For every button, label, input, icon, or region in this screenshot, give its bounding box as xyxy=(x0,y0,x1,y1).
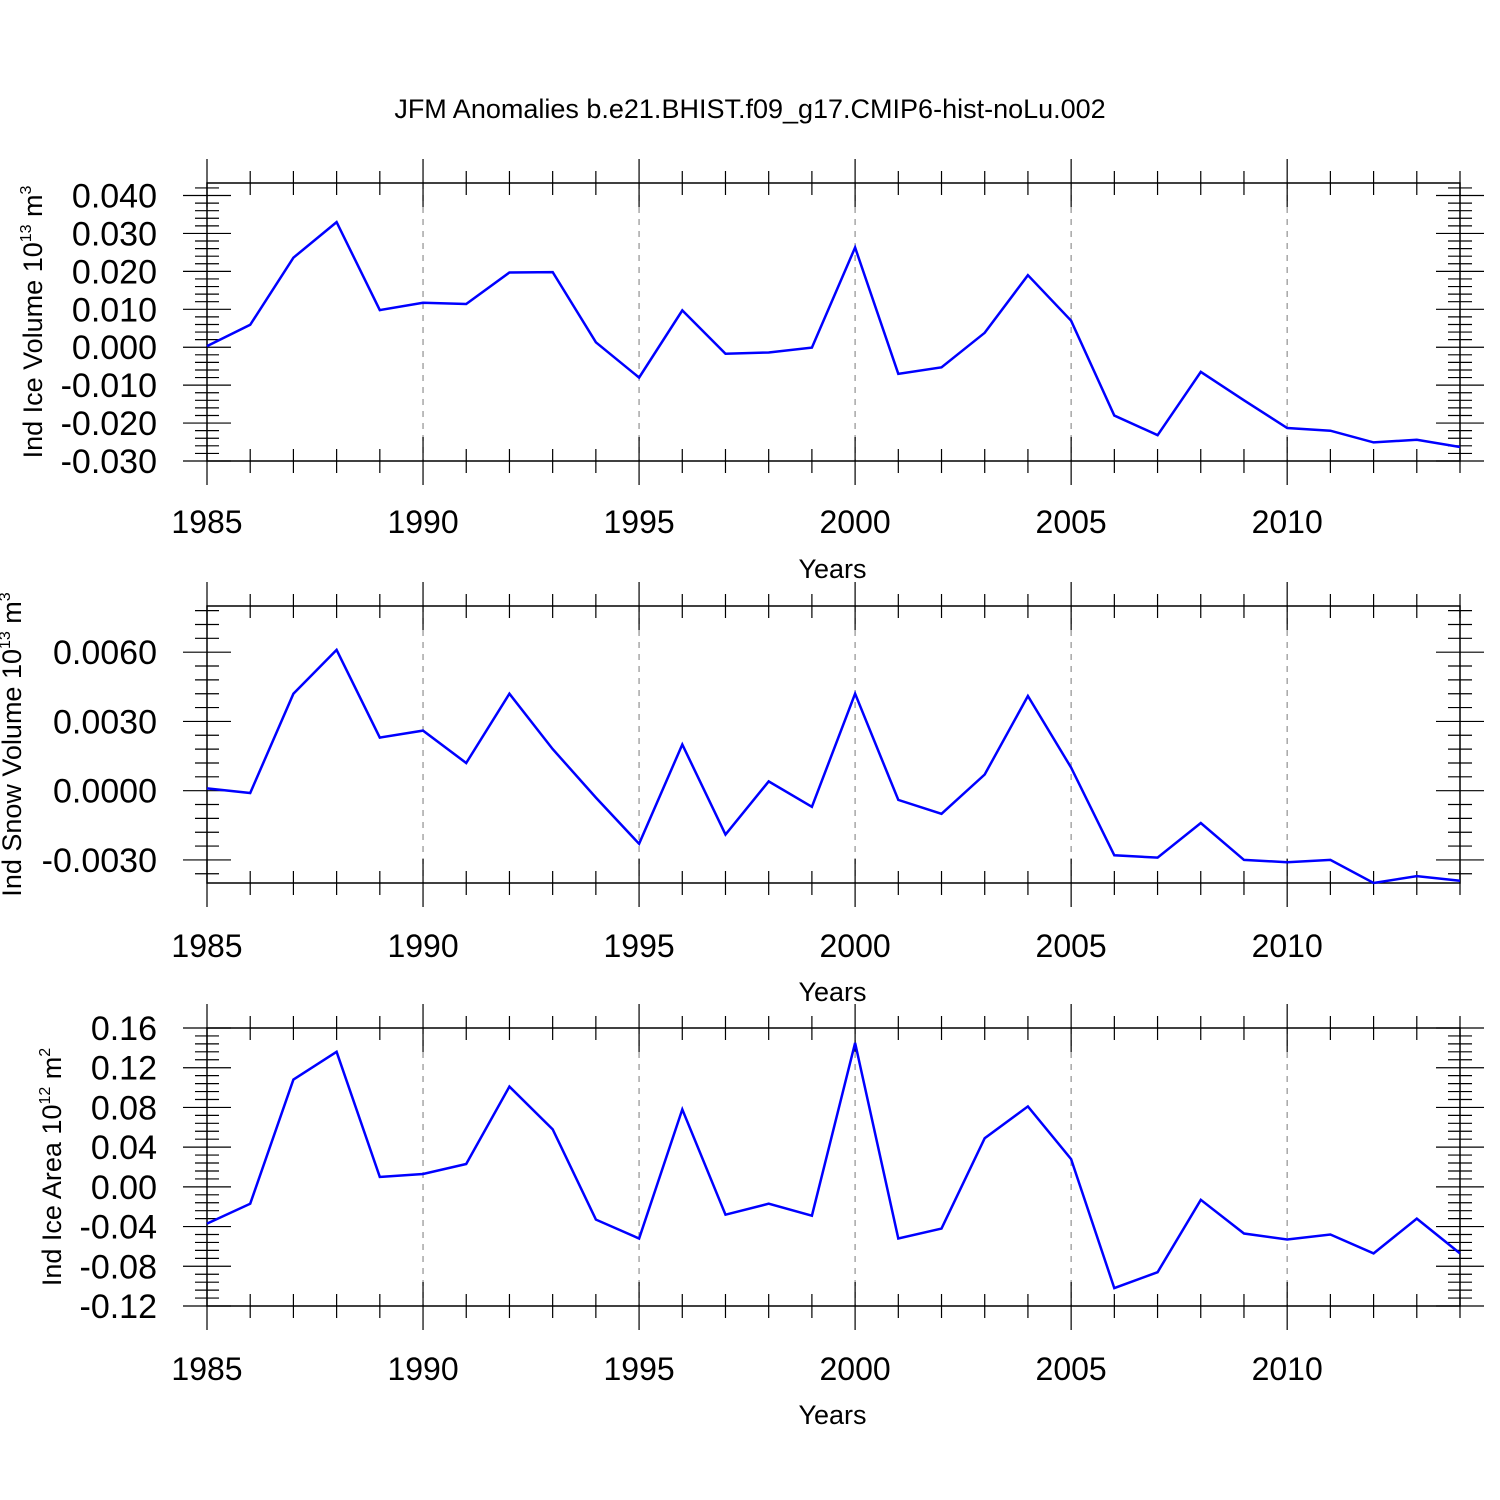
x-tick-label: 2000 xyxy=(820,1351,891,1387)
y-tick-label: 0.0000 xyxy=(53,773,157,811)
x-tick-label: 1995 xyxy=(603,1351,674,1387)
x-tick-label: 1985 xyxy=(171,928,242,964)
y-tick-label: -0.0030 xyxy=(42,842,157,880)
y-tick-label: 0.0060 xyxy=(53,634,157,672)
x-tick-label: 1995 xyxy=(603,504,674,540)
x-tick-label: 2000 xyxy=(820,504,891,540)
x-tick-label: 1990 xyxy=(387,504,458,540)
x-tick-label: 1985 xyxy=(171,504,242,540)
y-tick-label: -0.04 xyxy=(80,1209,158,1247)
x-axis-title: Years xyxy=(798,554,866,584)
x-tick-label: 2010 xyxy=(1252,504,1323,540)
x-axis-title: Years xyxy=(798,1400,866,1430)
plot-frame xyxy=(206,182,1461,462)
data-line xyxy=(206,647,1461,885)
x-tick-label: 2005 xyxy=(1036,928,1107,964)
y-tick-label: -0.010 xyxy=(61,367,157,405)
chart-panel-1: 0.0400.0300.0200.0100.000-0.010-0.020-0.… xyxy=(18,159,1484,584)
x-tick-label: 2005 xyxy=(1036,1351,1107,1387)
y-tick-label: -0.12 xyxy=(80,1288,158,1326)
y-tick-label: 0.0030 xyxy=(53,703,157,741)
figure-title: JFM Anomalies b.e21.BHIST.f09_g17.CMIP6-… xyxy=(394,94,1105,124)
plot-frame xyxy=(206,605,1461,884)
y-axis-title: Ind Ice Area 1012 m2 xyxy=(37,1048,67,1286)
y-axis-title: Ind Ice Volume 1013 m3 xyxy=(18,185,48,458)
x-tick-label: 2010 xyxy=(1252,1351,1323,1387)
y-tick-label: 0.00 xyxy=(91,1169,157,1207)
y-axis-title: Ind Snow Volume 1013 m3 xyxy=(0,592,27,896)
data-line xyxy=(206,1042,1461,1290)
y-tick-label: 0.08 xyxy=(91,1089,157,1127)
x-tick-label: 2000 xyxy=(820,928,891,964)
x-tick-label: 1985 xyxy=(171,1351,242,1387)
y-tick-label: 0.16 xyxy=(91,1010,157,1048)
y-tick-label: 0.04 xyxy=(91,1129,157,1167)
y-tick-label: -0.030 xyxy=(61,443,157,481)
y-tick-label: 0.040 xyxy=(72,178,157,216)
x-tick-label: 1990 xyxy=(387,1351,458,1387)
y-tick-label: 0.12 xyxy=(91,1050,157,1088)
x-tick-label: 1995 xyxy=(603,928,674,964)
chart-panel-2: 0.0060 0.0030 0.0000 -0.0030 1985 1990 1995 200… xyxy=(0,582,1484,1007)
x-axis-title: Years xyxy=(798,977,866,1007)
data-line xyxy=(206,220,1461,449)
plot-frame xyxy=(206,1027,1461,1307)
y-tick-label: -0.08 xyxy=(80,1248,158,1286)
x-tick-label: 1990 xyxy=(387,928,458,964)
x-tick-label: 2010 xyxy=(1252,928,1323,964)
y-tick-label: 0.000 xyxy=(72,329,157,367)
y-tick-label: -0.020 xyxy=(61,405,157,443)
y-tick-label: 0.010 xyxy=(72,291,157,329)
y-tick-label: 0.020 xyxy=(72,253,157,291)
x-tick-label: 2005 xyxy=(1036,504,1107,540)
y-tick-label: 0.030 xyxy=(72,215,157,253)
chart-panel-3: 0.160.120.080.040.00-0.04-0.08-0.12 1985 1… xyxy=(37,1004,1484,1430)
